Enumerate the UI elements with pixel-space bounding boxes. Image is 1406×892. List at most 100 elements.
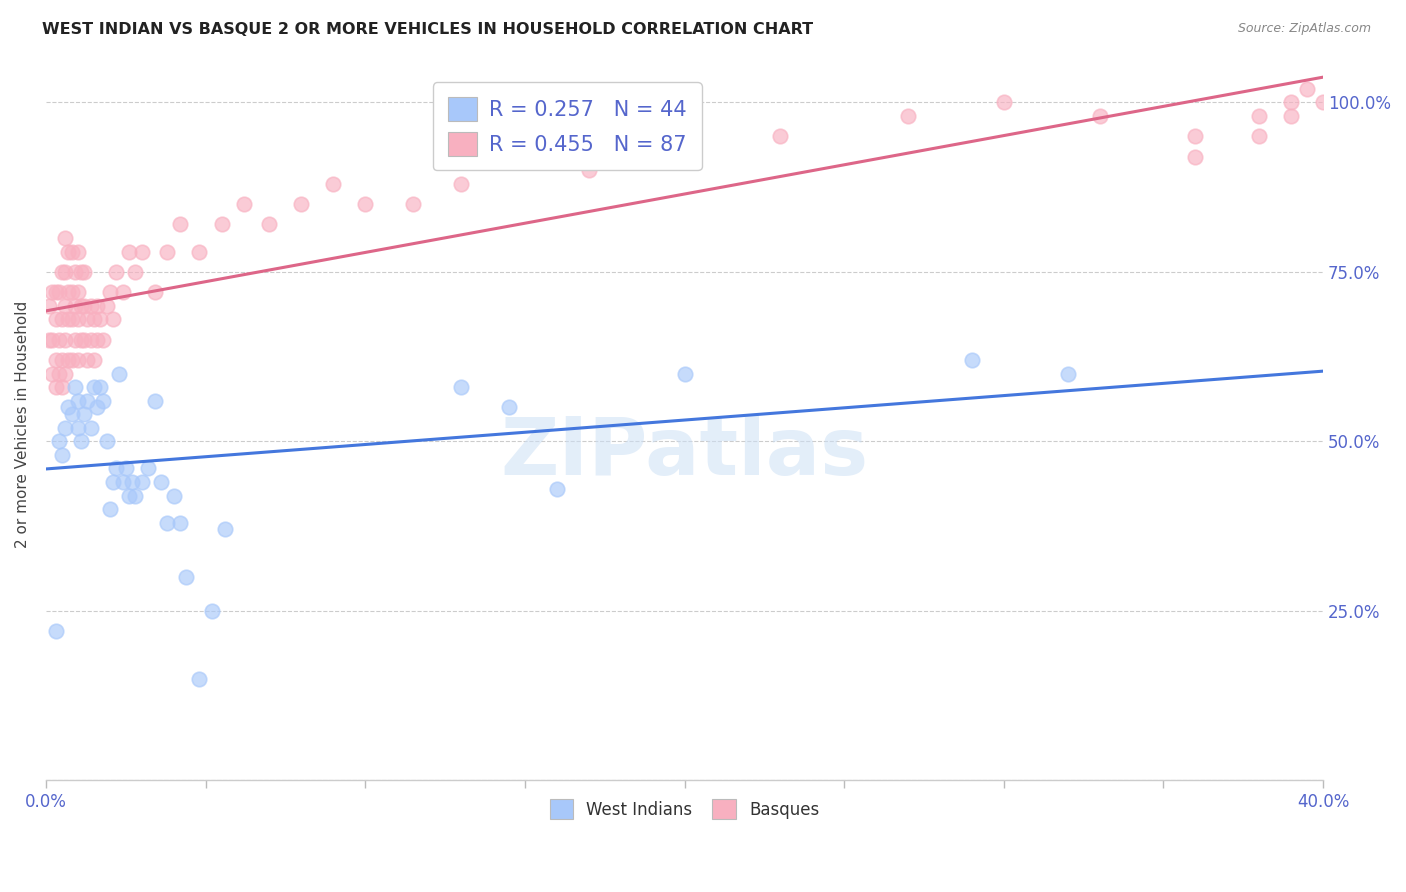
Point	[83, 312, 105, 326]
Point	[1184, 129, 1206, 144]
Point	[66, 421, 89, 435]
Point	[58, 401, 80, 415]
Point	[201, 604, 224, 618]
Point	[1249, 109, 1271, 123]
Point	[48, 367, 70, 381]
Point	[83, 380, 105, 394]
Point	[105, 265, 128, 279]
Point	[214, 523, 236, 537]
Point	[79, 333, 101, 347]
Point	[290, 197, 312, 211]
Point	[93, 393, 115, 408]
Point	[60, 285, 83, 300]
Text: Source: ZipAtlas.com: Source: ZipAtlas.com	[1237, 22, 1371, 36]
Point	[51, 312, 73, 326]
Point	[66, 393, 89, 408]
Point	[259, 218, 281, 232]
Point	[58, 244, 80, 259]
Point	[1312, 95, 1334, 110]
Point	[73, 407, 96, 421]
Point	[63, 299, 86, 313]
Point	[450, 177, 472, 191]
Point	[86, 299, 108, 313]
Point	[769, 129, 792, 144]
Point	[131, 475, 153, 489]
Point	[101, 475, 124, 489]
Point	[108, 367, 131, 381]
Point	[118, 489, 141, 503]
Point	[38, 299, 60, 313]
Point	[45, 312, 67, 326]
Legend: West Indians, Basques: West Indians, Basques	[543, 793, 827, 825]
Point	[673, 150, 696, 164]
Point	[114, 461, 136, 475]
Point	[211, 218, 233, 232]
Point	[48, 333, 70, 347]
Point	[673, 367, 696, 381]
Point	[51, 380, 73, 394]
Text: WEST INDIAN VS BASQUE 2 OR MORE VEHICLES IN HOUSEHOLD CORRELATION CHART: WEST INDIAN VS BASQUE 2 OR MORE VEHICLES…	[42, 22, 813, 37]
Point	[498, 401, 520, 415]
Point	[45, 380, 67, 394]
Point	[41, 285, 63, 300]
Point	[118, 244, 141, 259]
Point	[53, 231, 76, 245]
Point	[48, 434, 70, 449]
Point	[45, 624, 67, 639]
Point	[163, 489, 186, 503]
Point	[45, 353, 67, 368]
Point	[66, 285, 89, 300]
Point	[58, 285, 80, 300]
Point	[89, 312, 111, 326]
Point	[70, 265, 93, 279]
Point	[66, 244, 89, 259]
Point	[73, 299, 96, 313]
Point	[53, 299, 76, 313]
Point	[176, 570, 198, 584]
Point	[70, 434, 93, 449]
Point	[60, 353, 83, 368]
Point	[897, 109, 920, 123]
Point	[149, 475, 172, 489]
Point	[73, 265, 96, 279]
Point	[76, 312, 98, 326]
Point	[66, 353, 89, 368]
Point	[1184, 150, 1206, 164]
Point	[169, 218, 191, 232]
Point	[232, 197, 254, 211]
Point	[48, 285, 70, 300]
Point	[76, 393, 98, 408]
Point	[58, 353, 80, 368]
Point	[45, 285, 67, 300]
Point	[156, 244, 179, 259]
Point	[101, 312, 124, 326]
Point	[1279, 109, 1302, 123]
Point	[73, 333, 96, 347]
Point	[1296, 82, 1319, 96]
Point	[86, 401, 108, 415]
Point	[188, 672, 211, 686]
Point	[96, 299, 118, 313]
Y-axis label: 2 or more Vehicles in Household: 2 or more Vehicles in Household	[15, 301, 30, 548]
Point	[66, 312, 89, 326]
Point	[83, 353, 105, 368]
Point	[143, 393, 166, 408]
Point	[79, 299, 101, 313]
Point	[63, 333, 86, 347]
Point	[136, 461, 159, 475]
Point	[354, 197, 377, 211]
Point	[169, 516, 191, 530]
Point	[993, 95, 1015, 110]
Text: ZIPatlas: ZIPatlas	[501, 414, 869, 491]
Point	[60, 312, 83, 326]
Point	[41, 367, 63, 381]
Point	[53, 367, 76, 381]
Point	[60, 244, 83, 259]
Point	[63, 380, 86, 394]
Point	[156, 516, 179, 530]
Point	[53, 421, 76, 435]
Point	[546, 482, 568, 496]
Point	[1249, 129, 1271, 144]
Point	[322, 177, 344, 191]
Point	[111, 475, 134, 489]
